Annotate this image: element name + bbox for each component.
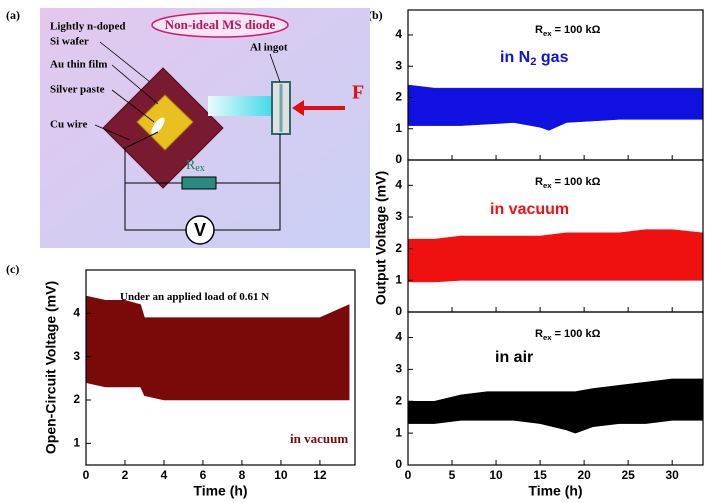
- y-tick-label: 1: [395, 121, 402, 135]
- y-tick-label: 2: [395, 241, 402, 255]
- diagram-label: Silver paste: [50, 84, 105, 96]
- annotation-part: in vacuum: [290, 431, 348, 446]
- annotation: in vacuum: [490, 201, 569, 218]
- annotation: Rex = 100 kΩ: [535, 328, 601, 342]
- x-axis-label: Time (h): [528, 483, 582, 499]
- panel-label: (b): [368, 8, 383, 22]
- y-tick-label: 0: [395, 152, 402, 166]
- leader-line: [111, 89, 155, 123]
- signal-band: [407, 378, 704, 434]
- y-tick-label: 2: [73, 392, 80, 406]
- x-tick-label: 4: [161, 468, 168, 482]
- leader-line: [269, 53, 281, 83]
- au-film: [136, 94, 194, 151]
- y-tick-label: 3: [73, 349, 80, 363]
- y-axis-label: Open-Circuit Voltage (mV): [43, 281, 59, 454]
- plot-frame: [407, 311, 704, 466]
- annotation-part: R: [535, 24, 543, 36]
- y-tick-label: 4: [395, 330, 402, 344]
- annotation-part: in N: [500, 49, 530, 66]
- y-tick-label: 3: [395, 58, 402, 72]
- x-tick-label: 5: [449, 468, 456, 482]
- annotation-part: = 100 kΩ: [552, 328, 601, 340]
- annotation-part: R: [535, 176, 543, 188]
- y-tick-label: 2: [395, 90, 402, 104]
- x-tick-label: 8: [239, 468, 246, 482]
- annotation: in air: [495, 349, 533, 366]
- voltmeter: [185, 215, 215, 245]
- annotation-part: = 100 kΩ: [552, 176, 601, 188]
- y-axis-label: Output Voltage (mV): [373, 171, 389, 305]
- signal-band: [407, 229, 704, 283]
- subscript: ex: [543, 181, 552, 190]
- x-tick-label: 6: [200, 468, 207, 482]
- x-tick-label: 10: [489, 468, 503, 482]
- force-arrowhead: [292, 100, 304, 116]
- force-label: F: [352, 82, 364, 104]
- diagram-title: Non-ideal MS diode: [165, 17, 276, 32]
- y-tick-label: 3: [395, 362, 402, 376]
- diagram-label: Lightly n-doped: [50, 21, 126, 33]
- y-tick-label: 1: [395, 273, 402, 287]
- y-tick-label: 4: [395, 27, 402, 41]
- annotation: Rex = 100 kΩ: [535, 24, 601, 38]
- wire: [124, 131, 182, 184]
- annotation-part: = 100 kΩ: [552, 24, 601, 36]
- x-tick-label: 2: [122, 468, 129, 482]
- diagram-label: Al ingot: [250, 42, 288, 54]
- annotation: in N2 gas: [500, 49, 569, 68]
- diagram-label: Si wafer: [50, 36, 89, 48]
- resistor-label: Rex: [186, 158, 205, 174]
- signal-band: [407, 84, 704, 131]
- y-tick-label: 2: [395, 393, 402, 407]
- y-tick-label: 4: [73, 306, 80, 320]
- annotation: in vacuum: [290, 431, 348, 446]
- resistor: [181, 176, 217, 190]
- x-axis-label: Time (h): [193, 483, 247, 499]
- y-tick-label: 0: [395, 457, 402, 471]
- wire: [124, 183, 186, 231]
- x-tick-label: 30: [665, 468, 679, 482]
- panel-label: (a): [6, 8, 20, 22]
- rod: [208, 96, 274, 116]
- leader-line: [99, 41, 151, 83]
- diagram-label: Cu wire: [50, 119, 87, 131]
- leader-line: [94, 124, 131, 141]
- annotation-part: gas: [536, 49, 568, 66]
- panel-label: (c): [6, 262, 19, 276]
- x-tick-label: 15: [533, 468, 547, 482]
- x-tick-label: 20: [577, 468, 591, 482]
- subscript: ex: [543, 29, 552, 38]
- y-tick-label: 3: [395, 209, 402, 223]
- x-tick-label: 25: [621, 468, 635, 482]
- subscript: ex: [543, 333, 552, 342]
- annotation-part: in vacuum: [490, 201, 569, 218]
- x-tick-label: 0: [405, 468, 412, 482]
- annotation-part: in air: [495, 349, 533, 366]
- annotation-part: R: [535, 328, 543, 340]
- x-tick-label: 12: [313, 468, 327, 482]
- subscript: 2: [530, 56, 536, 68]
- y-tick-label: 1: [73, 436, 80, 450]
- annotation: Under an applied load of 0.61 N: [120, 291, 269, 303]
- resistor-subscript: ex: [195, 163, 204, 174]
- wire: [214, 183, 281, 231]
- signal-band: [85, 295, 350, 401]
- y-tick-label: 4: [395, 178, 402, 192]
- diagram: Non-ideal MS diode F Rex V Lightly n-dop…: [40, 8, 370, 248]
- y-tick-label: 1: [395, 425, 402, 439]
- x-tick-label: 0: [83, 468, 90, 482]
- voltmeter-label: V: [194, 220, 206, 240]
- resistor-symbol: R: [186, 158, 196, 173]
- annotation-part: Under an applied load of 0.61 N: [120, 291, 269, 303]
- plot-frame: [85, 269, 356, 466]
- title-oval: [151, 12, 289, 38]
- silver-paste: [151, 117, 165, 135]
- annotation: Rex = 100 kΩ: [535, 176, 601, 190]
- x-tick-label: 10: [274, 468, 288, 482]
- y-tick-label: 0: [395, 304, 402, 318]
- diagram-label: Au thin film: [50, 59, 107, 71]
- leader-line: [111, 64, 159, 105]
